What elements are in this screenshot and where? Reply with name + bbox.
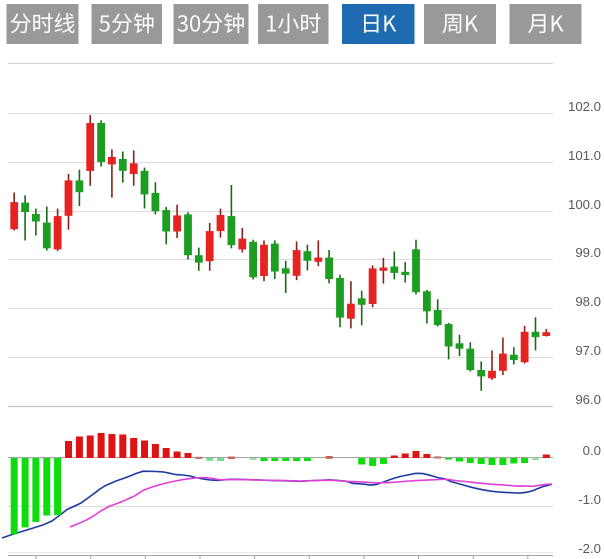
svg-text:97.0: 97.0 [575,343,601,358]
svg-text:98.0: 98.0 [575,294,601,309]
svg-text:99.0: 99.0 [575,245,601,260]
svg-text:96.0: 96.0 [575,392,601,407]
svg-text:101.0: 101.0 [568,148,601,163]
svg-text:0.0: 0.0 [583,443,601,458]
svg-text:-1.0: -1.0 [578,492,601,507]
svg-text:-2.0: -2.0 [578,541,601,556]
svg-text:100.0: 100.0 [568,197,601,212]
svg-text:102.0: 102.0 [568,99,601,114]
